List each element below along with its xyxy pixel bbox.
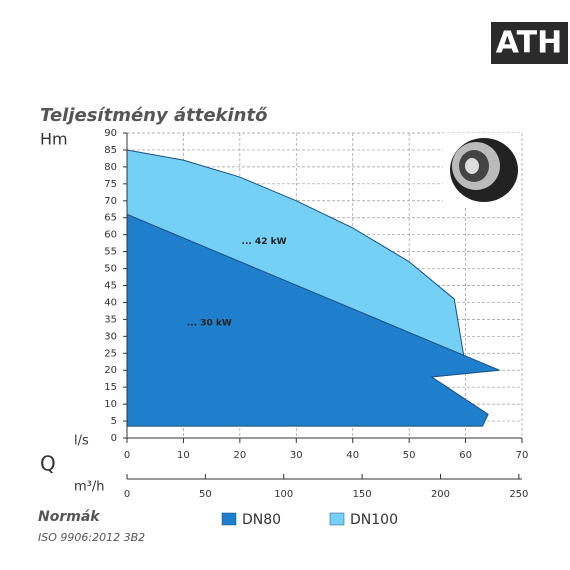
x-tick-label: 10 bbox=[177, 450, 190, 461]
x2-tick-label: 200 bbox=[431, 489, 450, 500]
logo: ATH bbox=[496, 26, 562, 61]
y-tick-label: 35 bbox=[104, 314, 117, 325]
footer-standard: ISO 9906:2012 3B2 bbox=[38, 531, 145, 544]
y-tick-label: 60 bbox=[104, 230, 117, 241]
x2-tick-label: 100 bbox=[274, 489, 293, 500]
y-tick-label: 0 bbox=[111, 433, 117, 444]
legend-swatch bbox=[329, 512, 345, 526]
x2-axis-label: m³/h bbox=[74, 480, 105, 495]
logo-box bbox=[491, 22, 568, 64]
legend-label: DN100 bbox=[350, 512, 398, 528]
y-tick-label: 90 bbox=[104, 128, 117, 139]
x-tick-label: 50 bbox=[403, 450, 416, 461]
footer-heading: Normák bbox=[38, 509, 101, 525]
y-tick-label: 50 bbox=[104, 264, 117, 275]
legend-label: DN80 bbox=[242, 512, 281, 528]
x2-tick-label: 0 bbox=[124, 489, 130, 500]
y-tick-label: 25 bbox=[104, 348, 117, 359]
y-tick-label: 45 bbox=[104, 281, 117, 292]
x2-tick-label: 50 bbox=[199, 489, 212, 500]
chart-title: Teljesítmény áttekintő bbox=[40, 105, 267, 126]
x-tick-label: 60 bbox=[459, 450, 472, 461]
y-tick-label: 55 bbox=[104, 247, 117, 258]
y-tick-label: 30 bbox=[104, 331, 117, 342]
y-tick-label: 65 bbox=[104, 213, 117, 224]
y-tick-label: 70 bbox=[104, 196, 117, 207]
y-tick-label: 75 bbox=[104, 179, 117, 190]
x-tick-label: 40 bbox=[346, 450, 359, 461]
areas: ... 42 kW ... 30 kW bbox=[126, 149, 500, 427]
annotation: ... 42 kW bbox=[242, 237, 287, 247]
x-tick-label: 70 bbox=[516, 450, 529, 461]
y-tick-label: 15 bbox=[104, 382, 117, 393]
impeller-hub bbox=[465, 158, 479, 174]
legend-swatch bbox=[221, 512, 237, 526]
x-tick-label: 30 bbox=[290, 450, 303, 461]
axes: 0 5 10 15 20 25 30 35 40 45 50 55 60 65 70 75 80 85 90 0 10 2… bbox=[104, 128, 528, 500]
x-tick-label: 20 bbox=[233, 450, 246, 461]
q-label: Q bbox=[40, 452, 56, 476]
x2-tick-label: 250 bbox=[509, 489, 528, 500]
y-tick-label: 20 bbox=[104, 365, 117, 376]
y-tick-label: 5 bbox=[111, 416, 117, 427]
y-axis-label: Hm bbox=[40, 130, 68, 149]
x-tick-label: 0 bbox=[124, 450, 130, 461]
annotation: ... 30 kW bbox=[187, 318, 232, 328]
x2-tick-label: 150 bbox=[353, 489, 372, 500]
x-axis-label: l/s bbox=[74, 434, 89, 449]
impeller-image bbox=[443, 133, 521, 207]
y-tick-label: 10 bbox=[104, 399, 117, 410]
y-tick-label: 85 bbox=[104, 145, 117, 156]
y-tick-label: 80 bbox=[104, 162, 117, 173]
y-tick-label: 40 bbox=[104, 297, 117, 308]
